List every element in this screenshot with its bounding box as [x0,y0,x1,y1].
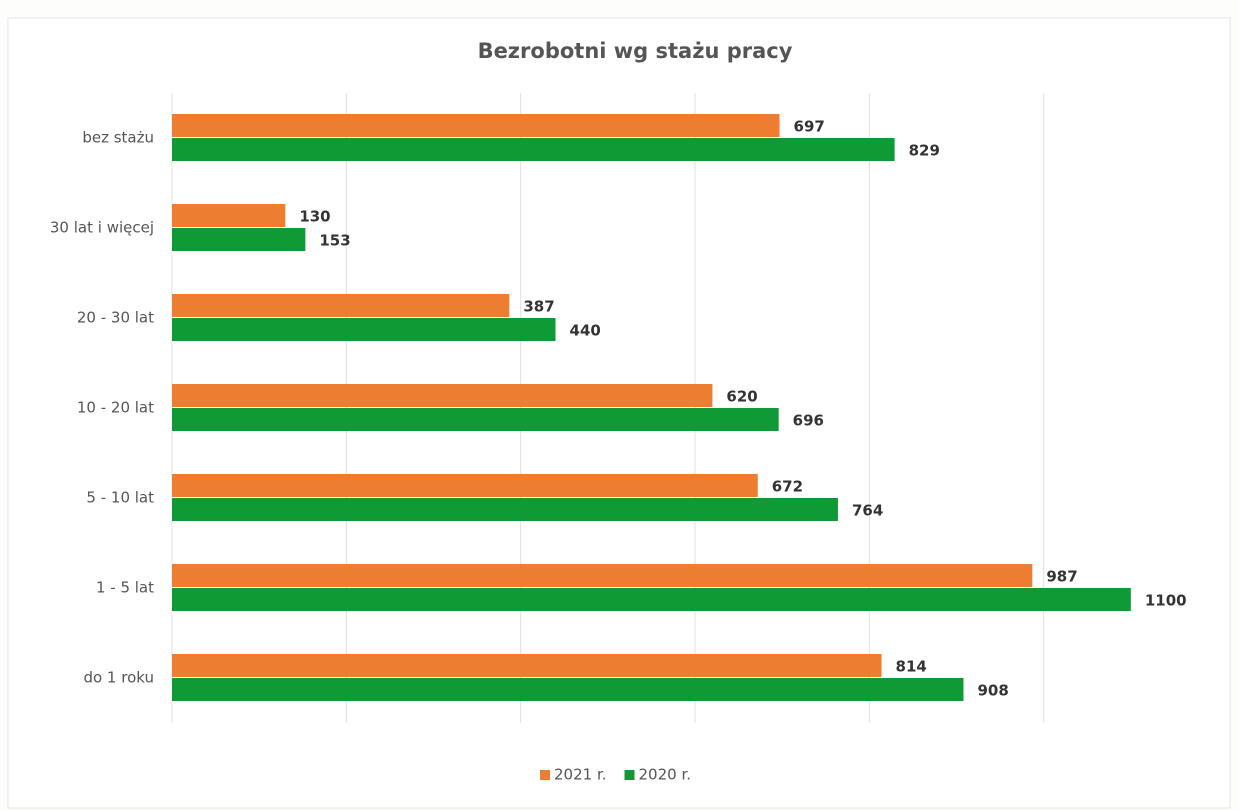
data-label: 1100 [1145,592,1187,610]
data-label: 620 [726,388,757,406]
y-tick-label: 1 - 5 lat [96,579,154,597]
legend-label: 2021 r. [554,766,607,784]
bar [172,588,1131,611]
data-label: 829 [909,142,940,160]
bar [172,678,964,701]
y-tick-label: 20 - 30 lat [77,309,154,327]
legend-swatch [540,770,550,780]
bar [172,228,306,251]
data-label: 697 [794,118,825,136]
data-label: 440 [570,322,601,340]
data-label: 130 [299,208,330,226]
y-tick-label: 5 - 10 lat [86,489,154,507]
data-label: 814 [896,658,927,676]
data-label: 387 [523,298,554,316]
bar [172,564,1033,587]
bar [172,114,780,137]
bar [172,138,895,161]
legend-label: 2020 r. [639,766,692,784]
data-label: 764 [852,502,883,520]
y-tick-label: do 1 roku [83,669,154,687]
bar [172,294,510,317]
legend-swatch [624,770,635,780]
bar [172,384,713,407]
y-tick-label: bez stażu [82,129,154,147]
data-label: 672 [772,478,803,496]
bar [172,204,286,227]
data-label: 987 [1046,568,1077,586]
chart-title: Bezrobotni wg stażu pracy [478,39,793,63]
data-label: 696 [793,412,824,430]
bar [172,474,758,497]
bar [172,318,556,341]
y-tick-label: 10 - 20 lat [77,399,154,417]
bar [172,408,779,431]
bar [172,498,838,521]
bar [172,654,882,677]
y-tick-label: 30 lat i więcej [50,219,154,237]
data-label: 153 [319,232,350,250]
data-label: 908 [977,682,1008,700]
